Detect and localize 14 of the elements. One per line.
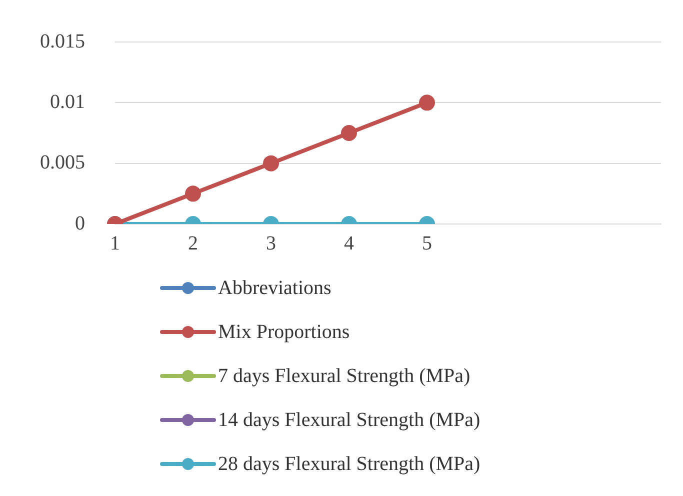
y-tick-label: 0 bbox=[75, 212, 85, 234]
legend-label: 7 days Flexural Strength (MPa) bbox=[218, 364, 470, 388]
legend-label: 28 days Flexural Strength (MPa) bbox=[218, 452, 480, 476]
legend-label: 14 days Flexural Strength (MPa) bbox=[218, 408, 480, 432]
y-tick-label: 0.01 bbox=[50, 90, 85, 113]
x-tick-label: 2 bbox=[188, 232, 198, 254]
y-tick-label: 0.015 bbox=[40, 30, 85, 52]
y-tick-label: 0.005 bbox=[40, 152, 85, 174]
legend-label: Mix Proportions bbox=[218, 320, 350, 344]
legend-label: Abbreviations bbox=[218, 276, 332, 300]
x-tick-label: 3 bbox=[266, 232, 276, 254]
x-tick-label: 1 bbox=[110, 232, 120, 254]
x-tick-label: 4 bbox=[344, 232, 354, 254]
x-tick-label: 5 bbox=[422, 232, 432, 254]
